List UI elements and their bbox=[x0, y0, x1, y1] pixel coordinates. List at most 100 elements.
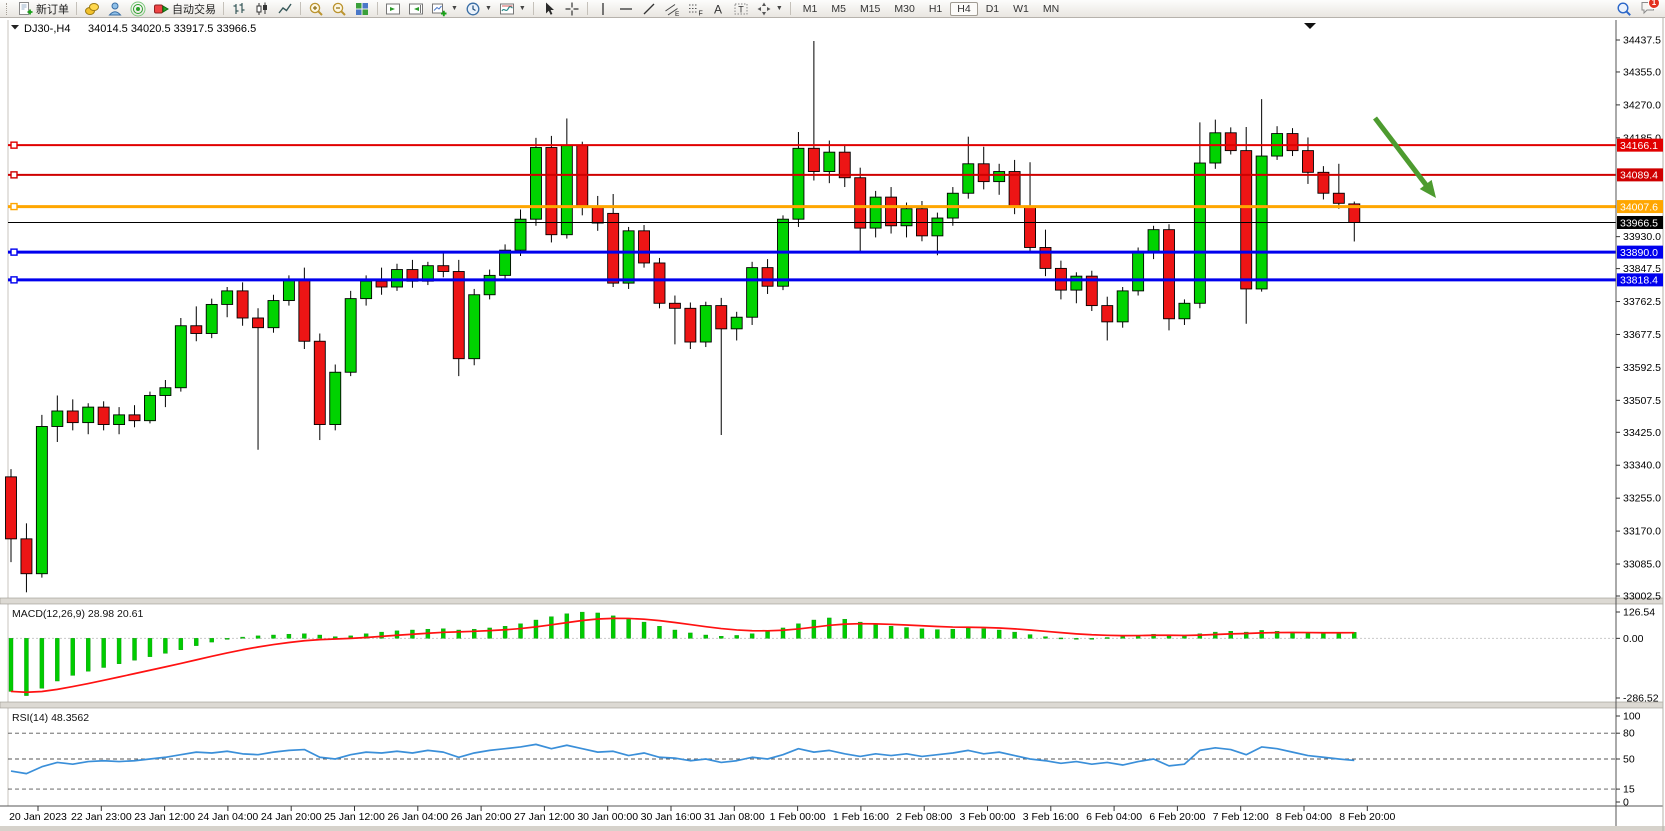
timeframe-m1-button[interactable]: M1 bbox=[802, 2, 818, 15]
macd-histogram-bar bbox=[70, 638, 75, 676]
separator bbox=[223, 2, 224, 15]
macd-histogram-bar bbox=[765, 631, 770, 639]
autotrading-button[interactable]: 自动交易 bbox=[150, 1, 219, 17]
macd-histogram-bar bbox=[641, 621, 647, 639]
candle-body bbox=[591, 207, 604, 224]
line-chart-icon bbox=[278, 3, 292, 13]
timeframe-w1-button[interactable]: W1 bbox=[1013, 2, 1029, 15]
cursor-button[interactable] bbox=[538, 1, 560, 17]
timeframe-m15-button[interactable]: M15 bbox=[859, 2, 881, 15]
macd-histogram-bar bbox=[1074, 638, 1079, 640]
price-tick-label: 33255.0 bbox=[1623, 493, 1661, 505]
timeframe-d1-button[interactable]: D1 bbox=[985, 2, 1000, 15]
time-label: 3 Feb 16:00 bbox=[1023, 811, 1079, 823]
candle-body bbox=[977, 163, 990, 183]
levels-layer bbox=[8, 141, 1616, 284]
crosshair-button[interactable] bbox=[561, 1, 583, 17]
candle-body bbox=[128, 414, 141, 422]
market-watch-button[interactable] bbox=[81, 1, 103, 17]
chart-canvas[interactable]: DJ30-,H4 34014.5 34020.5 33917.5 33966.5… bbox=[0, 18, 1665, 831]
chart-shift-button[interactable] bbox=[405, 1, 427, 17]
data-window-button[interactable] bbox=[104, 1, 126, 17]
trendline-icon bbox=[643, 3, 655, 14]
level-handle[interactable] bbox=[10, 248, 18, 256]
chart-shift-icon bbox=[409, 3, 423, 14]
periods-button[interactable]: ▼ bbox=[462, 1, 495, 17]
macd-histogram-bar bbox=[240, 636, 245, 639]
timeframe-m5-button[interactable]: M5 bbox=[831, 2, 846, 15]
horizontal-line-button[interactable] bbox=[615, 1, 637, 17]
search-icon[interactable] bbox=[1616, 1, 1632, 17]
macd-histogram-bar bbox=[255, 635, 261, 639]
timeframe-h4-button[interactable]: H4 bbox=[950, 1, 978, 16]
price-tag-label: 34089.4 bbox=[1620, 170, 1658, 182]
macd-histogram-bar bbox=[688, 632, 693, 639]
tile-windows-button[interactable] bbox=[351, 1, 373, 17]
time-label: 30 Jan 16:00 bbox=[641, 811, 702, 823]
price-tick-label: 34355.0 bbox=[1623, 66, 1661, 78]
macd-histogram-bar bbox=[749, 633, 755, 639]
zoom-in-icon bbox=[309, 2, 323, 16]
candle-body bbox=[699, 305, 712, 343]
timeframe-h1-button[interactable]: H1 bbox=[928, 2, 943, 15]
chart-shift-marker[interactable] bbox=[1304, 23, 1316, 29]
time-label: 23 Jan 12:00 bbox=[134, 811, 195, 823]
macd-histogram-bar bbox=[286, 633, 292, 639]
arrows-icon bbox=[757, 2, 771, 15]
signals-button[interactable] bbox=[127, 1, 149, 17]
symbol-dropdown-icon[interactable] bbox=[11, 25, 19, 30]
toolbar-grip[interactable] bbox=[6, 2, 10, 15]
trend-arrow[interactable] bbox=[1373, 116, 1433, 193]
price-tag bbox=[1617, 273, 1663, 287]
trend-arrow-head[interactable] bbox=[1419, 179, 1436, 198]
candle-body bbox=[607, 212, 620, 284]
macd-histogram-bar bbox=[101, 638, 106, 668]
timeframe-m30-button[interactable]: M30 bbox=[894, 2, 915, 15]
fibonacci-button[interactable]: F bbox=[684, 1, 706, 17]
macd-histogram-bar bbox=[935, 629, 940, 639]
equidistant-channel-button[interactable]: E bbox=[661, 1, 683, 17]
macd-histogram-bar bbox=[811, 619, 817, 639]
macd-histogram-bar bbox=[363, 633, 369, 639]
level-handle[interactable] bbox=[10, 202, 18, 211]
zoom-in-button[interactable] bbox=[305, 1, 327, 17]
templates-button[interactable]: ▼ bbox=[496, 1, 529, 17]
price-tick-label: 33002.5 bbox=[1623, 590, 1661, 602]
macd-histogram-bar bbox=[610, 615, 616, 639]
level-handle[interactable] bbox=[10, 276, 18, 284]
time-label: 27 Jan 12:00 bbox=[514, 811, 575, 823]
trendline-button[interactable] bbox=[638, 1, 660, 17]
new-order-label: 新订单 bbox=[36, 3, 69, 16]
text-label-button[interactable]: T bbox=[730, 1, 752, 17]
price-tick-label: 33340.0 bbox=[1623, 460, 1661, 472]
line-chart-button[interactable] bbox=[274, 1, 296, 17]
level-handle[interactable] bbox=[10, 171, 18, 179]
price-tick-label: 33170.0 bbox=[1623, 526, 1661, 538]
candle-body bbox=[113, 414, 126, 425]
price-tag bbox=[1617, 245, 1663, 259]
macd-histogram-bar bbox=[163, 638, 168, 654]
candle-body bbox=[1085, 275, 1098, 307]
pane-separator[interactable] bbox=[0, 701, 1664, 709]
notifications-button[interactable]: 1 bbox=[1640, 0, 1660, 18]
price-tick-label: 33847.5 bbox=[1623, 263, 1661, 275]
level-handle[interactable] bbox=[10, 141, 18, 149]
macd-histogram-bar bbox=[1274, 631, 1280, 639]
candle-body bbox=[622, 230, 635, 284]
timeframe-mn-button[interactable]: MN bbox=[1042, 2, 1060, 15]
zoom-out-button[interactable] bbox=[328, 1, 350, 17]
time-label: 1 Feb 16:00 bbox=[833, 811, 889, 823]
text-button[interactable]: A bbox=[707, 1, 729, 17]
bar-chart-button[interactable] bbox=[228, 1, 250, 17]
vertical-line-button[interactable] bbox=[592, 1, 614, 17]
auto-scroll-button[interactable] bbox=[382, 1, 404, 17]
horizontal-line-icon bbox=[619, 7, 632, 10]
candle-body bbox=[252, 317, 264, 329]
candle-body bbox=[854, 177, 867, 229]
pane-separator[interactable] bbox=[0, 597, 1664, 605]
candlestick-chart-button[interactable] bbox=[251, 1, 273, 17]
arrows-button[interactable]: ▼ bbox=[753, 1, 786, 17]
indicators-button[interactable]: ▼ bbox=[428, 1, 461, 17]
macd-histogram-bar bbox=[780, 627, 786, 639]
new-order-button[interactable]: 新订单 bbox=[14, 1, 72, 17]
